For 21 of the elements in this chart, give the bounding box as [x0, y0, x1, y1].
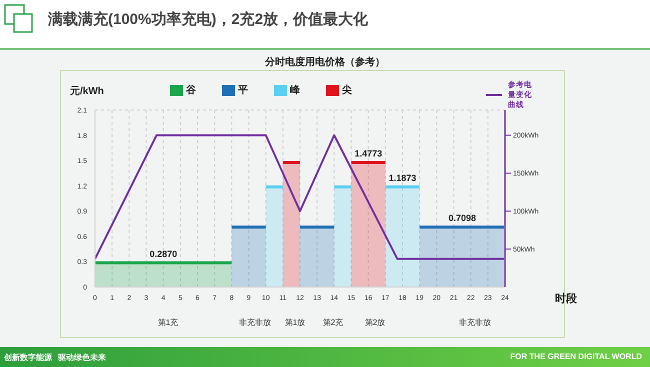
text: 非充非放 — [239, 318, 271, 327]
text: 非充非放 — [458, 317, 492, 328]
text: 第2充 — [322, 318, 344, 327]
chart-subtitle: 分时电度用电价格（参考） — [264, 55, 386, 69]
data-label: 1.4773 — [354, 148, 382, 158]
data-label: 0.7098 — [448, 213, 476, 224]
text: 第1放 — [284, 318, 306, 327]
text: 驱动绿色未来 — [58, 352, 106, 363]
legend-label: 尖 — [341, 84, 352, 97]
legend-label: 平 — [237, 84, 248, 97]
text: 创新数字能源 — [4, 352, 52, 363]
data-label: 0.2870 — [150, 248, 178, 259]
legend-label: 谷 — [185, 84, 196, 97]
x-axis-title: 时段 — [555, 292, 577, 306]
y-axis-title: 元/kWh — [70, 85, 104, 98]
text: FOR THE GREEN DIGITAL WORLD — [510, 352, 642, 361]
text: 第2放 — [364, 318, 386, 327]
legend-label: 峰 — [289, 84, 300, 97]
text: 第1充 — [156, 317, 180, 328]
data-label: 1.1873 — [388, 172, 416, 183]
chart-title: 满载满充(100%功率充电)，2充2放，价值最大化 — [48, 10, 368, 29]
